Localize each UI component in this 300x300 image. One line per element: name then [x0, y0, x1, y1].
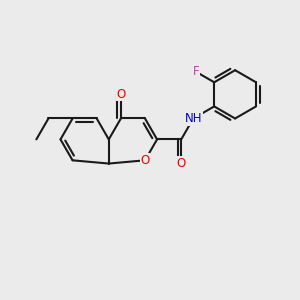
Text: O: O — [140, 154, 150, 167]
Text: O: O — [116, 88, 125, 101]
Text: O: O — [177, 157, 186, 170]
Text: NH: NH — [184, 112, 202, 125]
Text: F: F — [193, 65, 199, 78]
